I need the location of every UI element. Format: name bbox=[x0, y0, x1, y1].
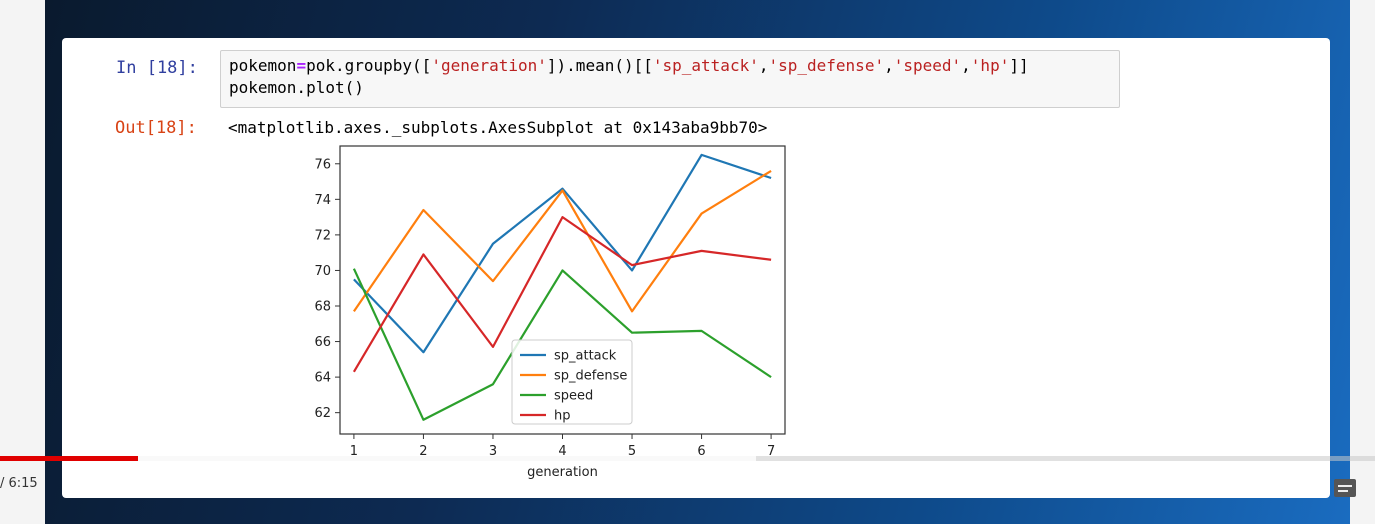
left-edge bbox=[0, 0, 45, 524]
y-tick-label: 66 bbox=[314, 335, 331, 350]
code-token: ]).mean()[[ bbox=[546, 56, 653, 75]
video-progress-bar[interactable] bbox=[0, 456, 1375, 461]
legend-label-speed: speed bbox=[554, 389, 593, 404]
x-axis-label: generation bbox=[527, 465, 598, 480]
code-token: , bbox=[884, 56, 894, 75]
output-text: <matplotlib.axes._subplots.AxesSubplot a… bbox=[228, 118, 768, 137]
y-tick-label: 62 bbox=[314, 406, 331, 421]
code-line-2: pokemon.plot() bbox=[229, 78, 364, 97]
legend-label-sp_defense: sp_defense bbox=[554, 369, 627, 384]
x-tick-label: 5 bbox=[628, 444, 636, 459]
legend-label-hp: hp bbox=[554, 409, 571, 424]
input-prompt: In [18]: bbox=[116, 58, 198, 78]
code-input-area[interactable]: pokemon=pok.groupby(['generation']).mean… bbox=[220, 50, 1120, 108]
code-string: 'generation' bbox=[431, 56, 547, 75]
code-string: 'hp' bbox=[970, 56, 1010, 75]
legend-label-sp_attack: sp_attack bbox=[554, 349, 617, 364]
x-tick-label: 4 bbox=[558, 444, 566, 459]
code-token: ]] bbox=[1009, 56, 1029, 75]
code-operator: = bbox=[296, 56, 307, 75]
code-string: 'sp_attack' bbox=[652, 56, 759, 75]
notebook-cell: In [18]: pokemon=pok.groupby(['generatio… bbox=[62, 38, 1330, 498]
x-tick-label: 1 bbox=[350, 444, 358, 459]
code-token: pok.groupby([ bbox=[306, 56, 432, 75]
time-display: / 6:15 bbox=[0, 476, 38, 491]
series-line-hp bbox=[352, 216, 772, 373]
y-tick-label: 70 bbox=[314, 264, 331, 279]
code-token: , bbox=[758, 56, 769, 75]
right-edge bbox=[1350, 0, 1375, 524]
y-tick-label: 64 bbox=[314, 371, 331, 386]
series-line-sp_defense bbox=[352, 169, 772, 313]
x-tick-label: 7 bbox=[767, 444, 775, 459]
series-line-speed bbox=[352, 268, 772, 421]
x-tick-label: 3 bbox=[489, 444, 497, 459]
output-prompt: Out[18]: bbox=[115, 118, 197, 138]
x-tick-label: 6 bbox=[697, 444, 705, 459]
legend-box bbox=[511, 339, 633, 425]
line-chart: 62 64 66 68 70 72 74 76 1 2 3 4 5 6 7 generation sp_atta… bbox=[314, 145, 786, 480]
code-token: , bbox=[961, 56, 971, 75]
code-string: 'sp_defense' bbox=[768, 56, 885, 75]
y-tick-label: 68 bbox=[314, 300, 331, 315]
progress-played bbox=[0, 456, 138, 461]
code-string: 'speed' bbox=[893, 56, 962, 75]
code-token: pokemon bbox=[229, 56, 297, 75]
code-line-1: pokemon=pok.groupby(['generation']).mean… bbox=[229, 56, 1029, 75]
progress-buffered bbox=[0, 456, 757, 461]
y-tick-label: 72 bbox=[314, 228, 331, 243]
series-line-sp_attack bbox=[353, 153, 772, 354]
subtitles-icon[interactable] bbox=[1334, 479, 1356, 497]
x-tick-label: 2 bbox=[419, 444, 427, 459]
y-tick-label: 74 bbox=[314, 193, 331, 208]
y-tick-label: 76 bbox=[314, 157, 331, 172]
